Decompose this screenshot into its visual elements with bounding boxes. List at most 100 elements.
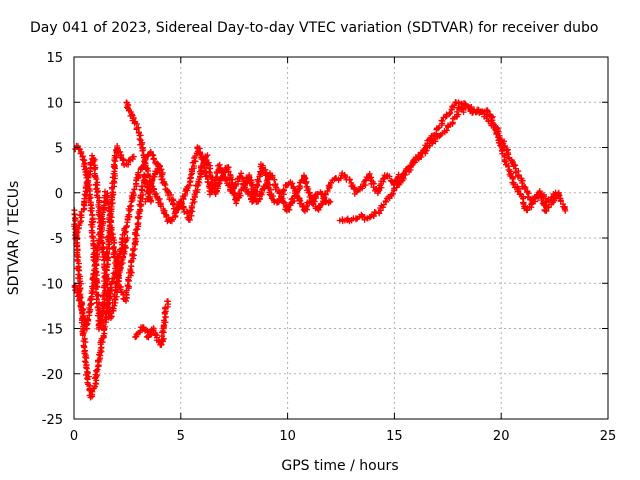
data-point bbox=[446, 109, 453, 116]
data-point bbox=[95, 215, 102, 222]
data-point bbox=[87, 207, 94, 214]
data-point bbox=[180, 196, 187, 203]
data-point bbox=[147, 198, 154, 205]
data-point bbox=[177, 198, 184, 205]
data-point bbox=[74, 293, 81, 300]
data-point bbox=[302, 180, 309, 187]
data-point bbox=[515, 187, 522, 194]
y-tick-label: -15 bbox=[42, 323, 63, 338]
x-tick-label: 10 bbox=[279, 429, 296, 444]
data-point bbox=[489, 117, 496, 124]
data-point bbox=[139, 183, 146, 190]
data-point bbox=[289, 180, 296, 187]
data-point bbox=[226, 181, 233, 188]
data-point bbox=[113, 278, 120, 285]
data-point bbox=[93, 300, 100, 307]
data-markers bbox=[71, 99, 569, 401]
data-point bbox=[94, 292, 101, 299]
data-point bbox=[220, 168, 227, 175]
data-point bbox=[156, 195, 163, 202]
data-point bbox=[95, 326, 102, 333]
data-point bbox=[443, 127, 450, 134]
data-point bbox=[254, 188, 261, 195]
data-point bbox=[85, 373, 92, 380]
data-point bbox=[113, 261, 120, 268]
data-point bbox=[72, 217, 79, 224]
data-point bbox=[114, 146, 121, 153]
data-point bbox=[102, 266, 109, 273]
grid-lines bbox=[74, 57, 608, 419]
data-point bbox=[108, 313, 115, 320]
y-tick-label: -10 bbox=[42, 277, 63, 292]
data-point bbox=[412, 156, 419, 163]
data-point bbox=[90, 158, 97, 165]
data-point bbox=[485, 117, 492, 124]
data-point bbox=[130, 189, 137, 196]
data-point bbox=[85, 316, 92, 323]
data-point bbox=[105, 254, 112, 261]
x-tick-label: 20 bbox=[493, 429, 510, 444]
data-point bbox=[515, 172, 522, 179]
data-point bbox=[136, 136, 143, 143]
data-point bbox=[98, 344, 105, 351]
data-point bbox=[134, 220, 141, 227]
data-point bbox=[446, 111, 453, 118]
data-point bbox=[285, 206, 292, 213]
data-point bbox=[197, 150, 204, 157]
data-point bbox=[152, 331, 159, 338]
data-point bbox=[86, 308, 93, 315]
data-point bbox=[134, 213, 141, 220]
data-point bbox=[140, 191, 146, 198]
data-point bbox=[307, 192, 314, 199]
data-point bbox=[337, 175, 344, 182]
data-point bbox=[401, 170, 408, 177]
data-point bbox=[94, 194, 101, 201]
data-point bbox=[453, 108, 460, 115]
data-point bbox=[93, 176, 100, 183]
data-point bbox=[84, 316, 91, 323]
data-point bbox=[131, 186, 138, 193]
data-point bbox=[264, 172, 271, 179]
data-point bbox=[254, 181, 261, 188]
chart-title: Day 041 of 2023, Sidereal Day-to-day VTE… bbox=[30, 20, 598, 36]
x-tick-label: 0 bbox=[70, 429, 78, 444]
data-point bbox=[98, 312, 105, 319]
data-point bbox=[86, 304, 93, 311]
data-point bbox=[81, 358, 88, 365]
data-point bbox=[119, 157, 126, 164]
data-point bbox=[138, 201, 145, 208]
data-point bbox=[383, 198, 390, 205]
data-point bbox=[160, 317, 167, 324]
axis-ticks bbox=[73, 56, 609, 420]
data-point bbox=[525, 190, 532, 197]
data-point bbox=[158, 341, 165, 348]
data-point bbox=[146, 186, 153, 193]
data-point bbox=[411, 159, 418, 166]
data-point bbox=[188, 203, 195, 210]
data-point bbox=[469, 108, 476, 115]
data-point bbox=[258, 189, 265, 196]
data-point bbox=[89, 388, 96, 395]
data-point bbox=[103, 277, 110, 284]
data-point bbox=[79, 332, 86, 339]
x-axis-label: GPS time / hours bbox=[281, 458, 398, 474]
data-point bbox=[164, 298, 171, 305]
y-tick-label: 15 bbox=[46, 51, 63, 66]
data-point bbox=[439, 118, 446, 125]
data-point bbox=[74, 229, 81, 236]
data-point bbox=[370, 212, 377, 219]
data-point bbox=[298, 200, 305, 207]
data-point bbox=[517, 191, 524, 198]
data-point bbox=[222, 176, 229, 183]
data-point bbox=[215, 181, 222, 188]
data-point bbox=[358, 211, 365, 218]
data-point bbox=[255, 177, 262, 184]
data-point bbox=[530, 195, 537, 202]
data-point bbox=[186, 175, 193, 182]
data-point bbox=[77, 212, 84, 219]
data-point bbox=[303, 204, 310, 211]
data-point bbox=[188, 171, 195, 178]
data-point bbox=[110, 178, 117, 185]
data-point bbox=[257, 191, 264, 198]
